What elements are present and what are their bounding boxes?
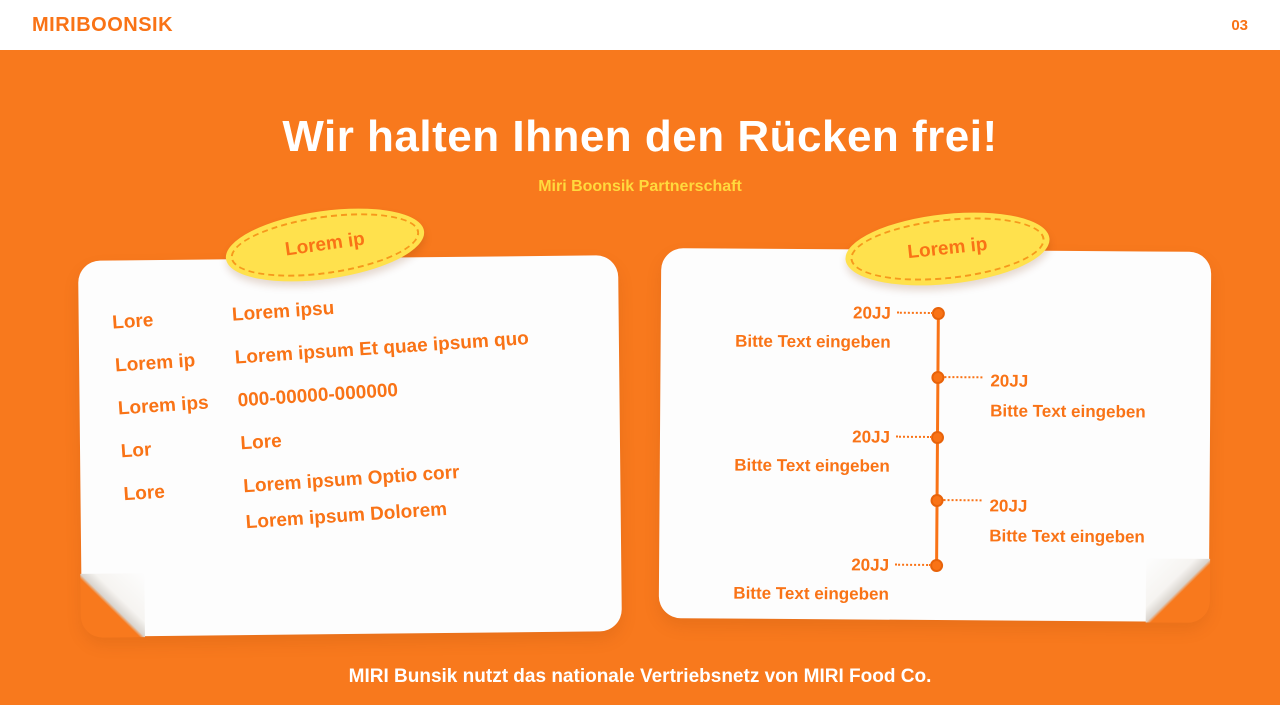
timeline-text: Bitte Text eingeben xyxy=(734,455,890,476)
timeline-year: 20JJ xyxy=(851,555,890,575)
info-value: Lorem ipsum Et quae ipsum quo xyxy=(234,328,530,369)
timeline-connector xyxy=(896,311,933,314)
page-number: 03 xyxy=(1231,16,1248,34)
info-card: Lore Lorem ipsu Lorem ip Lorem ipsum Et … xyxy=(78,255,622,638)
timeline-connector xyxy=(943,499,982,502)
folded-corner xyxy=(80,573,145,638)
info-row: Lor Lore xyxy=(120,410,590,463)
info-label: Lor xyxy=(120,439,153,463)
timeline-year: 20JJ xyxy=(990,371,1029,391)
info-value: Lore xyxy=(239,430,283,455)
info-row: Lore Lorem ipsum Optio corr Lorem ipsum … xyxy=(123,453,596,542)
info-value: Lorem ipsu xyxy=(231,297,335,326)
timeline-card: 20JJ Bitte Text eingeben 20JJ Bitte Text… xyxy=(658,248,1212,623)
badge-right-label: Lorem ip xyxy=(906,233,989,264)
timeline-node xyxy=(931,306,945,321)
timeline-node xyxy=(930,430,945,445)
timeline-connector xyxy=(895,563,932,566)
timeline-text: Bitte Text eingeben xyxy=(733,583,889,604)
timeline-year: 20JJ xyxy=(852,303,891,323)
timeline-year: 20JJ xyxy=(852,427,891,447)
info-label: Lore xyxy=(122,481,166,506)
info-rows: Lore Lorem ipsu Lorem ip Lorem ipsum Et … xyxy=(112,282,598,564)
info-value-line1: Lorem ipsum Optio corr xyxy=(242,462,461,498)
info-row: Lorem ip Lorem ipsum Et quae ipsum quo xyxy=(114,324,584,377)
info-row: Lore Lorem ipsu xyxy=(112,282,582,335)
info-label: Lorem ip xyxy=(114,350,196,377)
info-value-line2: Lorem ipsum Dolorem xyxy=(245,498,448,534)
timeline-year: 20JJ xyxy=(989,496,1028,516)
timeline-connector xyxy=(895,435,932,438)
footer-caption: MIRI Bunsik nutzt das nationale Vertrieb… xyxy=(348,666,932,687)
info-value: Lorem ipsum Optio corr Lorem ipsum Dolor… xyxy=(243,462,463,534)
info-label: Lore xyxy=(111,309,155,334)
brand-logo: MIRIBOONSIK xyxy=(32,13,174,36)
info-label: Lorem ips xyxy=(117,392,210,420)
timeline-text: Bitte Text eingeben xyxy=(989,526,1145,547)
timeline-text: Bitte Text eingeben xyxy=(990,401,1146,422)
badge-left-label: Lorem ip xyxy=(283,228,367,261)
timeline-text: Bitte Text eingeben xyxy=(735,331,891,352)
timeline-connector xyxy=(944,376,983,379)
info-row: Lorem ips 000-00000-000000 xyxy=(117,367,587,420)
timeline-node xyxy=(930,558,944,573)
header-bar: MIRIBOONSIK 03 xyxy=(0,0,1280,50)
slide-subtitle: Miri Boonsik Partnerschaft xyxy=(538,178,742,195)
bottom-strip xyxy=(0,705,1280,720)
slide-title: Wir halten Ihnen den Rücken frei! xyxy=(282,112,998,161)
timeline-node xyxy=(930,493,944,508)
folded-corner xyxy=(1145,558,1211,623)
timeline-node xyxy=(931,370,945,385)
info-value: 000-00000-000000 xyxy=(237,379,399,412)
